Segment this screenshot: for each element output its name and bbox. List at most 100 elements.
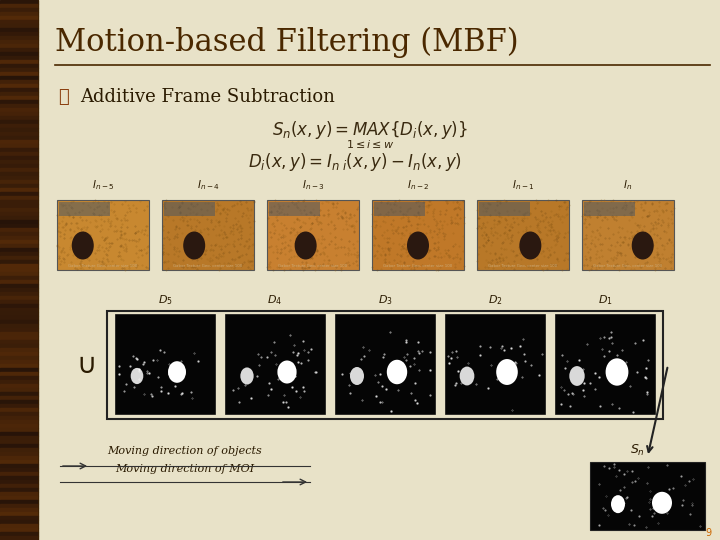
Bar	[0, 84, 38, 88]
Bar	[0, 344, 38, 348]
Bar	[0, 204, 38, 208]
Bar	[0, 184, 38, 188]
Bar	[0, 136, 38, 140]
Bar	[0, 144, 38, 148]
Bar	[0, 188, 38, 192]
Bar	[0, 464, 38, 468]
Bar	[0, 80, 38, 84]
Text: $S_n$: $S_n$	[630, 442, 645, 457]
Text: $D_4$: $D_4$	[267, 293, 282, 307]
Bar	[0, 284, 38, 288]
Bar	[0, 532, 38, 536]
Bar	[0, 128, 38, 132]
Ellipse shape	[131, 368, 143, 384]
Bar	[0, 356, 38, 360]
Bar	[555, 314, 655, 414]
Bar	[0, 224, 38, 228]
Bar	[0, 212, 38, 216]
Bar	[0, 236, 38, 240]
Bar	[0, 488, 38, 492]
Bar	[374, 202, 425, 216]
Bar	[0, 260, 38, 264]
Bar	[0, 440, 38, 444]
Bar	[57, 200, 149, 270]
Text: Gabor Texture Geo, center size 100: Gabor Texture Geo, center size 100	[174, 264, 243, 268]
Text: Gabor Texture Geo, center size 100: Gabor Texture Geo, center size 100	[383, 264, 453, 268]
Bar	[0, 104, 38, 108]
Bar	[335, 314, 435, 414]
Bar	[0, 316, 38, 320]
Bar	[0, 496, 38, 500]
Bar	[0, 108, 38, 112]
Bar	[0, 288, 38, 292]
Bar	[0, 392, 38, 396]
Bar	[445, 314, 545, 414]
Bar	[0, 476, 38, 480]
Ellipse shape	[350, 367, 364, 385]
Bar	[0, 364, 38, 368]
Bar	[0, 516, 38, 520]
Text: Motion-based Filtering (MBF): Motion-based Filtering (MBF)	[55, 26, 518, 58]
Bar	[0, 176, 38, 180]
Ellipse shape	[570, 366, 585, 386]
Bar	[0, 408, 38, 412]
Bar	[0, 8, 38, 12]
Bar	[0, 148, 38, 152]
Text: Gabor Texture Geo, center size 100: Gabor Texture Geo, center size 100	[279, 264, 348, 268]
Bar	[0, 208, 38, 212]
Bar	[0, 256, 38, 260]
Bar	[0, 48, 38, 52]
Bar	[0, 396, 38, 400]
Bar	[0, 44, 38, 48]
Bar	[0, 452, 38, 456]
Bar	[0, 460, 38, 464]
Text: $I_{n-4}$: $I_{n-4}$	[197, 178, 220, 192]
Text: ✱: ✱	[58, 88, 68, 106]
Ellipse shape	[496, 359, 518, 385]
Bar	[0, 432, 38, 436]
Bar	[225, 314, 325, 414]
Bar	[0, 216, 38, 220]
Bar	[0, 304, 38, 308]
Bar	[0, 372, 38, 376]
Bar	[0, 472, 38, 476]
Bar	[0, 500, 38, 504]
Bar	[0, 352, 38, 356]
Bar	[0, 180, 38, 184]
Bar	[267, 200, 359, 270]
Bar	[0, 512, 38, 516]
Text: 9: 9	[705, 528, 711, 538]
Bar	[0, 528, 38, 532]
Bar	[0, 244, 38, 248]
Bar	[0, 0, 38, 4]
Bar	[59, 202, 109, 216]
Bar	[0, 220, 38, 224]
Bar	[0, 268, 38, 272]
Bar	[0, 112, 38, 116]
Ellipse shape	[631, 232, 654, 260]
Bar	[0, 100, 38, 104]
Bar	[0, 92, 38, 96]
Bar	[0, 36, 38, 40]
Ellipse shape	[407, 232, 429, 260]
Ellipse shape	[183, 232, 205, 260]
Bar	[0, 416, 38, 420]
Ellipse shape	[652, 492, 672, 514]
Bar	[0, 428, 38, 432]
Ellipse shape	[294, 232, 317, 260]
Bar	[0, 376, 38, 380]
Bar	[0, 400, 38, 404]
Ellipse shape	[277, 361, 297, 383]
Bar	[477, 200, 569, 270]
Bar	[0, 436, 38, 440]
Bar	[0, 360, 38, 364]
Bar	[0, 32, 38, 36]
Bar	[0, 456, 38, 460]
Bar	[0, 368, 38, 372]
Bar	[162, 200, 254, 270]
Ellipse shape	[240, 367, 253, 384]
Bar	[0, 28, 38, 32]
Text: $D_2$: $D_2$	[487, 293, 503, 307]
Text: $I_{n-2}$: $I_{n-2}$	[407, 178, 429, 192]
Bar	[0, 504, 38, 508]
